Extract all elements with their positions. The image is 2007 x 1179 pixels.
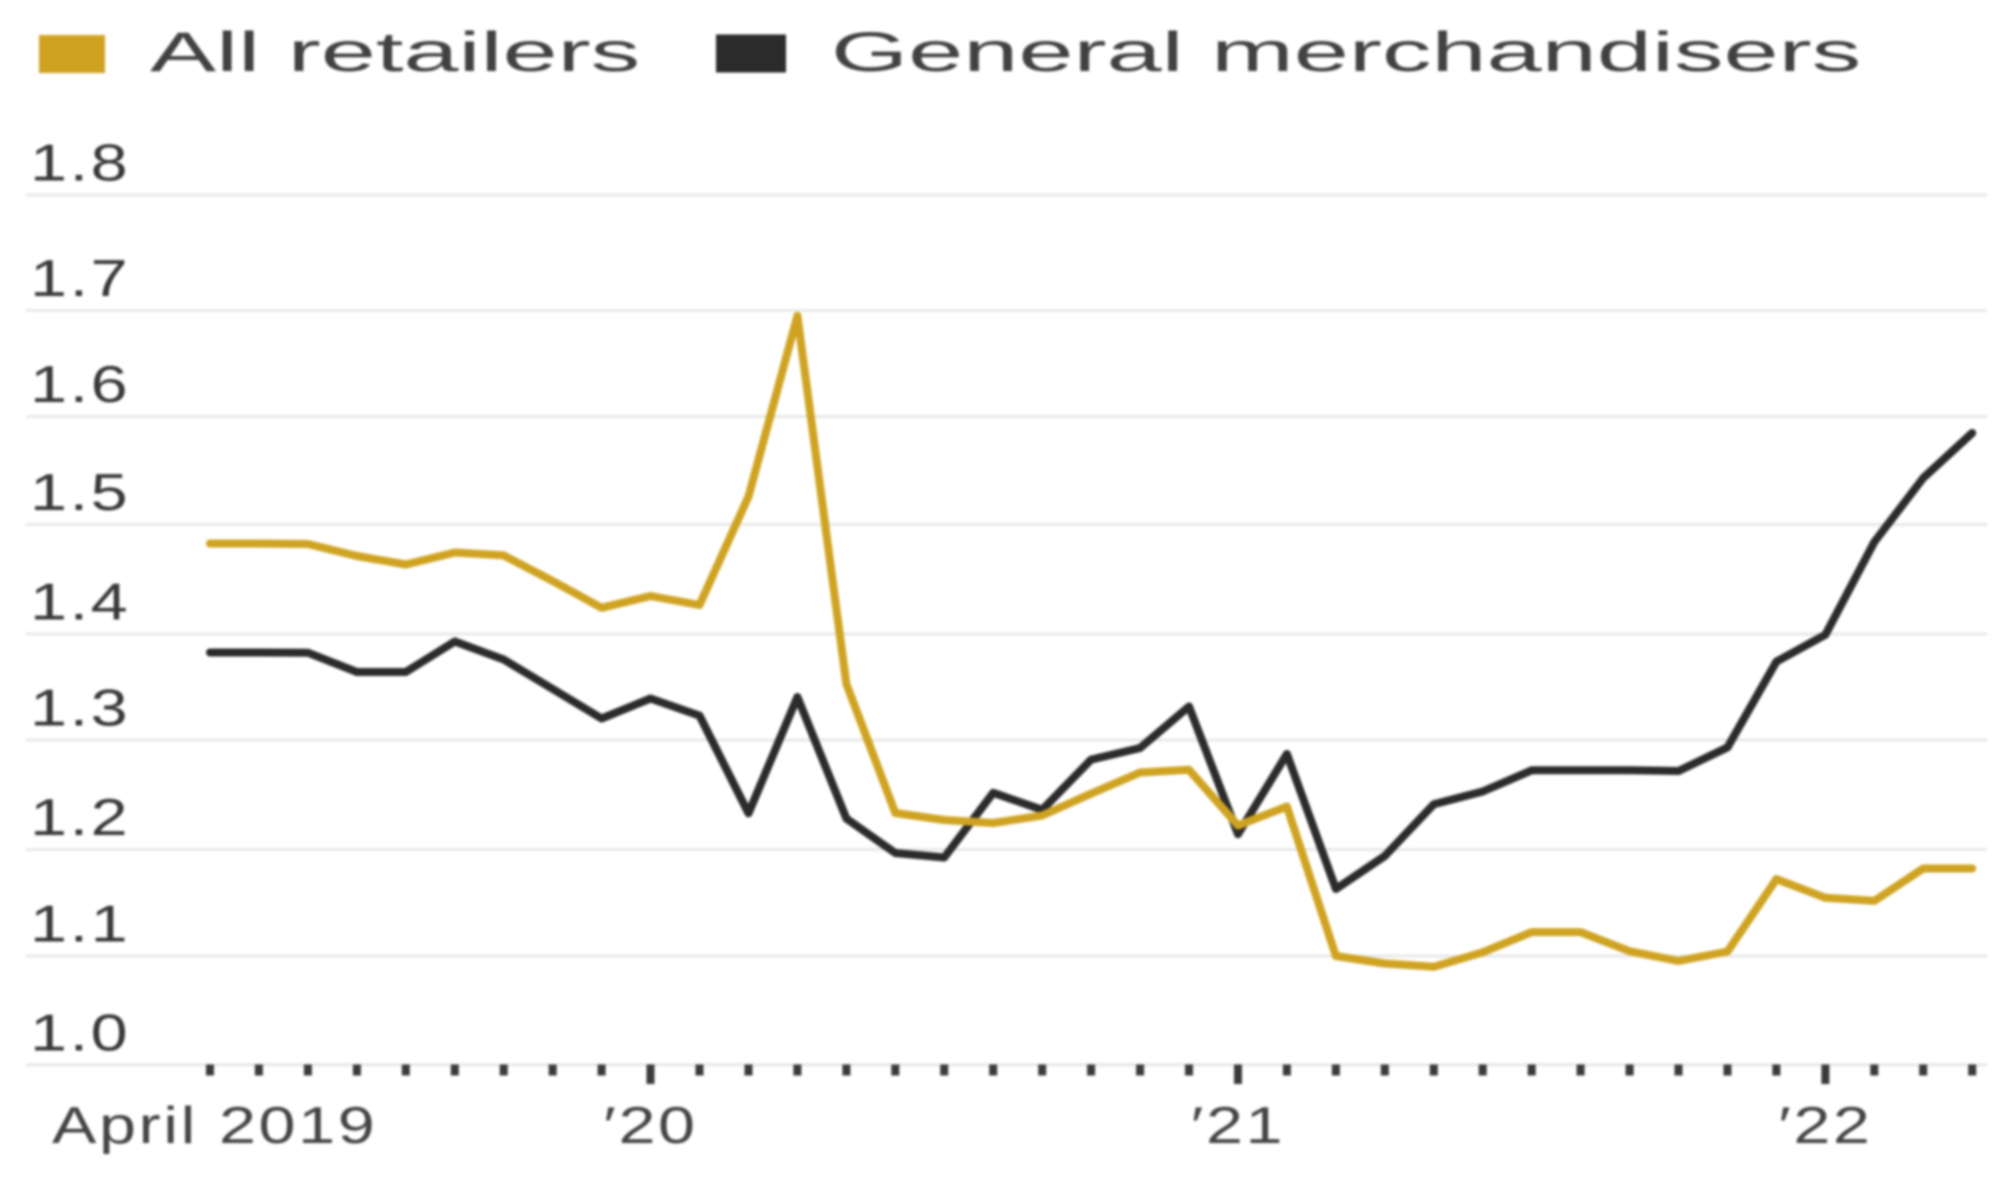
- svg-text:April 2019: April 2019: [52, 1096, 377, 1154]
- svg-text:′22: ′22: [1778, 1096, 1872, 1154]
- svg-text:1.7: 1.7: [30, 249, 130, 307]
- svg-text:All retailers: All retailers: [150, 21, 640, 84]
- svg-text:′20: ′20: [603, 1096, 697, 1154]
- svg-text:1.6: 1.6: [30, 355, 130, 413]
- svg-text:′21: ′21: [1191, 1096, 1285, 1154]
- svg-text:1.8: 1.8: [30, 133, 130, 191]
- svg-text:1.4: 1.4: [30, 572, 130, 630]
- svg-text:1.3: 1.3: [30, 678, 130, 736]
- svg-text:1.1: 1.1: [30, 894, 130, 952]
- svg-text:1.5: 1.5: [30, 463, 130, 521]
- svg-text:General merchandisers: General merchandisers: [831, 21, 1861, 84]
- svg-text:1.0: 1.0: [30, 1003, 130, 1061]
- svg-text:1.2: 1.2: [30, 788, 130, 846]
